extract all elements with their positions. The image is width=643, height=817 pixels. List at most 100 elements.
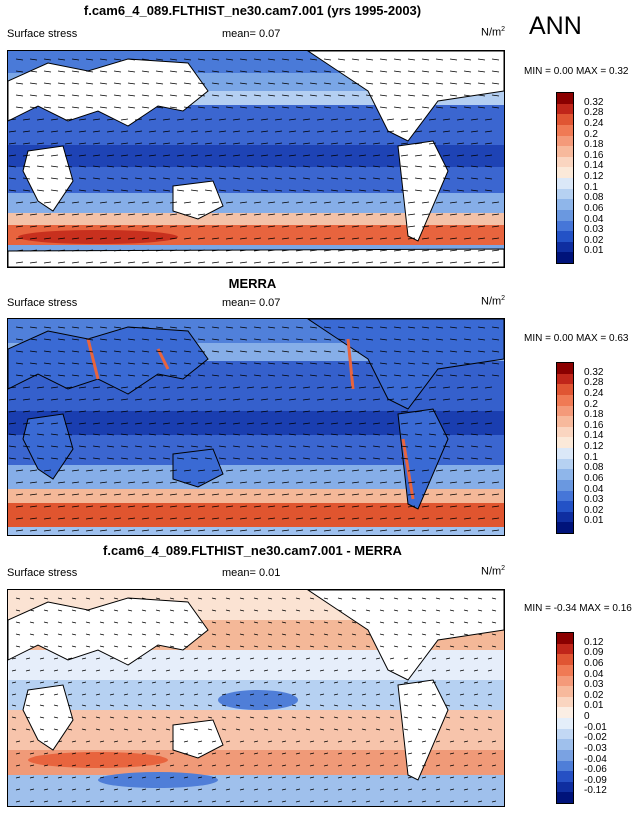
wind-vector-arrow <box>351 237 360 240</box>
wind-vector-arrow <box>11 657 17 660</box>
wind-vector-arrow <box>183 338 192 341</box>
colorbar-swatch <box>557 93 573 104</box>
wind-vector-arrow <box>134 410 143 413</box>
wind-vector-arrow <box>337 261 346 264</box>
wind-vector-arrow <box>260 422 269 425</box>
wind-vector-arrow <box>484 189 493 192</box>
wind-vector-arrow <box>246 410 255 413</box>
wind-vector-arrow <box>302 142 311 145</box>
wind-vector-arrow <box>484 445 493 448</box>
wind-vector-arrow <box>407 201 416 204</box>
wind-vector-arrow <box>351 505 360 508</box>
wind-vector-arrow <box>169 374 178 377</box>
wind-vector-arrow <box>302 422 311 425</box>
wind-vector-arrow <box>260 142 269 145</box>
wind-vector-arrow <box>106 165 115 168</box>
wind-vector-arrow <box>365 237 374 240</box>
wind-vector-arrow <box>400 118 409 121</box>
wind-vector-arrow <box>25 728 31 731</box>
wind-vector-arrow <box>11 693 17 696</box>
wind-vector-arrow <box>113 237 122 240</box>
wind-vector-arrow <box>25 669 31 672</box>
wind-vector-arrow <box>491 201 500 204</box>
wind-vector-arrow <box>155 338 164 341</box>
wind-vector-arrow <box>15 469 24 472</box>
wind-vector-arrow <box>281 633 287 636</box>
wind-vector-arrow <box>15 350 24 353</box>
wind-vector-arrow <box>148 410 157 413</box>
wind-vector-arrow <box>221 693 227 696</box>
wind-vector-arrow <box>323 350 332 353</box>
colorbar-swatch <box>557 363 573 374</box>
wind-vector-arrow <box>421 225 430 228</box>
colorbar-swatch <box>557 373 573 385</box>
wind-vector-arrow <box>414 165 423 168</box>
wind-vector-arrow <box>477 58 486 61</box>
wind-vector-arrow <box>323 493 332 496</box>
wind-vector-arrow <box>260 457 269 460</box>
wind-vector-arrow <box>225 609 231 612</box>
wind-vector-arrow <box>421 82 430 85</box>
wind-vector-arrow <box>274 118 283 121</box>
wind-vector-arrow <box>302 118 311 121</box>
wind-vector-arrow <box>106 177 115 180</box>
wind-vector-arrow <box>449 338 458 341</box>
wind-vector-arrow <box>295 70 304 73</box>
wind-vector-arrow <box>193 728 199 731</box>
wind-vector-arrow <box>151 728 157 731</box>
wind-vector-arrow <box>123 669 129 672</box>
wind-vector-arrow <box>379 58 388 61</box>
wind-vector-arrow <box>253 633 259 636</box>
wind-vector-arrow <box>449 225 458 228</box>
wind-vector-arrow <box>309 249 318 252</box>
wind-vector-arrow <box>337 350 346 353</box>
wind-vector-arrow <box>403 693 409 696</box>
wind-vector-arrow <box>267 764 273 767</box>
wind-vector-arrow <box>197 94 206 97</box>
wind-vector-arrow <box>92 422 101 425</box>
wind-vector-arrow <box>484 165 493 168</box>
colorbar-tick-label: 0.12 <box>584 636 604 648</box>
wind-vector-arrow <box>36 433 45 436</box>
wind-vector-arrow <box>253 597 259 600</box>
wind-vector-arrow <box>372 177 381 180</box>
wind-vector-arrow <box>351 261 360 264</box>
wind-vector-arrow <box>435 362 444 365</box>
wind-vector-arrow <box>295 469 304 472</box>
wind-vector-arrow <box>134 398 143 401</box>
wind-vector-arrow <box>57 505 66 508</box>
wind-vector-arrow <box>407 776 413 779</box>
wind-vector-arrow <box>67 728 73 731</box>
colorbar-tick-label: 0.06 <box>584 472 604 484</box>
wind-vector-arrow <box>148 118 157 121</box>
wind-vector-arrow <box>295 350 304 353</box>
colorbar-tick-label: 0.01 <box>584 515 604 527</box>
wind-vector-arrow <box>407 800 413 803</box>
wind-vector-arrow <box>309 70 318 73</box>
wind-vector-arrow <box>323 752 329 755</box>
panel-3-variable-label: Surface stress <box>7 567 78 579</box>
wind-vector-arrow <box>400 445 409 448</box>
wind-vector-arrow <box>15 201 24 204</box>
wind-vector-arrow <box>120 177 129 180</box>
wind-vector-arrow <box>393 338 402 341</box>
colorbar-tick-label: 0.1 <box>584 451 598 463</box>
wind-vector-arrow <box>162 189 171 192</box>
wind-vector-arrow <box>281 645 287 648</box>
wind-vector-arrow <box>281 350 290 353</box>
wind-vector-arrow <box>29 94 38 97</box>
wind-vector-arrow <box>372 154 381 157</box>
wind-vector-arrow <box>204 422 213 425</box>
wind-vector-arrow <box>43 374 52 377</box>
wind-vector-arrow <box>50 142 59 145</box>
wind-vector-arrow <box>484 386 493 389</box>
wind-vector-arrow <box>50 433 59 436</box>
wind-vector-arrow <box>351 621 357 624</box>
wind-vector-arrow <box>435 633 441 636</box>
wind-vector-arrow <box>127 374 136 377</box>
wind-vector-arrow <box>393 201 402 204</box>
wind-vector-arrow <box>449 213 458 216</box>
wind-vector-arrow <box>71 529 80 532</box>
wind-vector-arrow <box>239 800 245 803</box>
wind-vector-arrow <box>190 398 199 401</box>
